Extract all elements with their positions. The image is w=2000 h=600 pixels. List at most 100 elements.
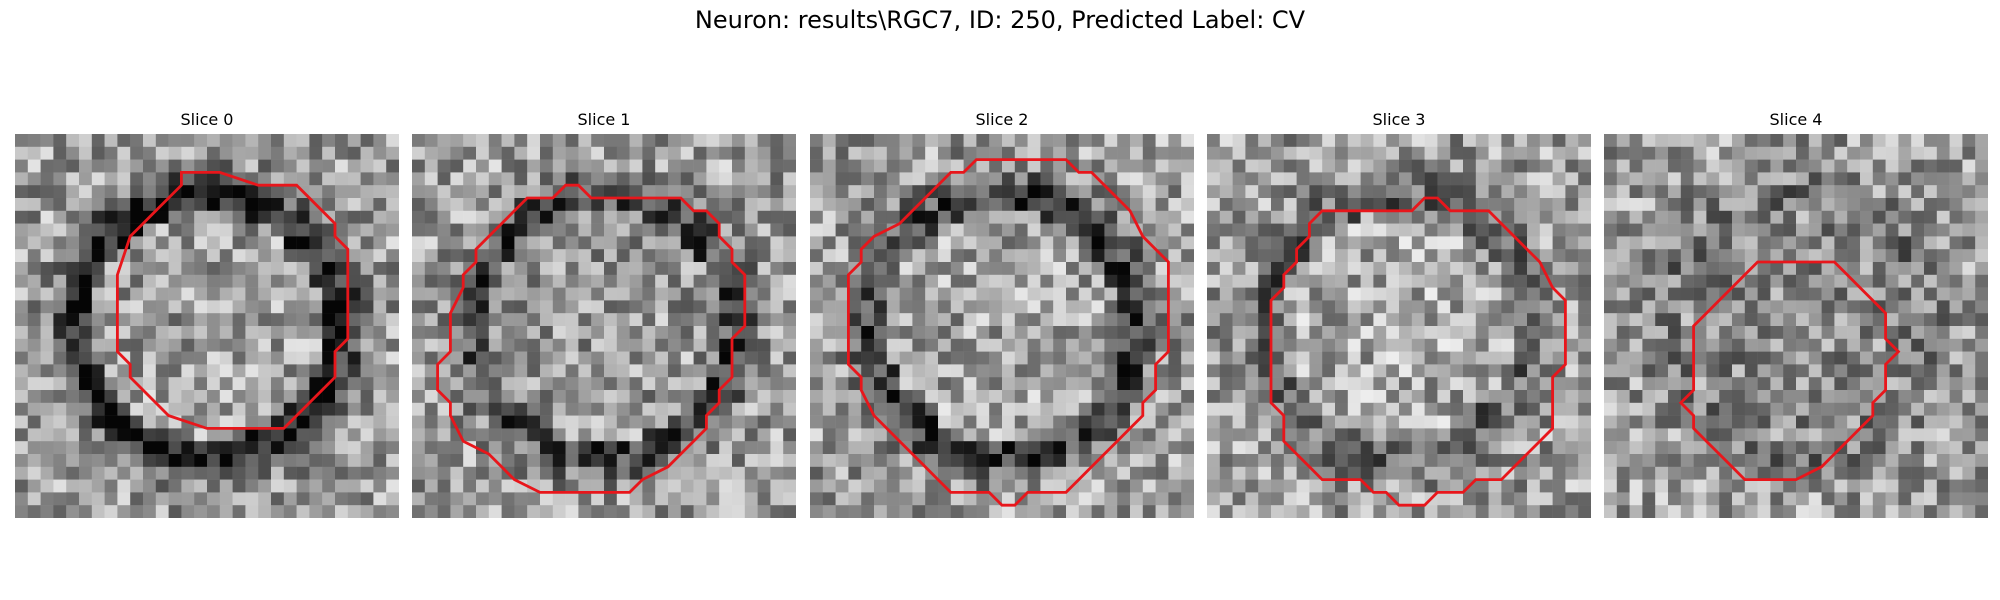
pixel bbox=[886, 415, 900, 429]
pixel bbox=[591, 390, 605, 404]
pixel bbox=[488, 428, 502, 442]
pixel bbox=[1949, 236, 1963, 250]
pixel bbox=[719, 198, 733, 212]
pixel bbox=[335, 390, 349, 404]
pixel bbox=[1885, 402, 1899, 416]
pixel bbox=[810, 223, 824, 237]
pixel bbox=[488, 466, 502, 480]
pixel bbox=[1424, 351, 1438, 365]
pixel bbox=[1527, 262, 1541, 276]
pixel bbox=[104, 326, 118, 340]
pixel bbox=[1258, 262, 1272, 276]
pixel bbox=[1629, 415, 1643, 429]
pixel bbox=[912, 441, 926, 455]
pixel bbox=[450, 134, 464, 148]
pixel bbox=[1142, 210, 1156, 224]
pixel bbox=[668, 415, 682, 429]
pixel bbox=[245, 466, 259, 480]
pixel bbox=[1373, 428, 1387, 442]
pixel bbox=[450, 364, 464, 378]
pixel bbox=[207, 479, 221, 493]
pixel bbox=[1975, 351, 1988, 365]
pixel bbox=[66, 134, 80, 148]
pixel bbox=[1078, 428, 1092, 442]
pixel bbox=[783, 351, 796, 365]
pixel bbox=[1898, 466, 1912, 480]
pixel bbox=[1053, 249, 1067, 263]
pixel bbox=[1962, 326, 1976, 340]
pixel bbox=[706, 364, 720, 378]
pixel bbox=[1053, 466, 1067, 480]
pixel bbox=[91, 505, 105, 518]
pixel bbox=[1309, 338, 1323, 352]
pixel bbox=[360, 274, 374, 288]
pixel bbox=[1898, 172, 1912, 186]
pixel bbox=[1296, 300, 1310, 314]
pixel bbox=[1437, 287, 1451, 301]
pixel bbox=[604, 479, 618, 493]
pixel bbox=[1898, 185, 1912, 199]
pixel bbox=[1207, 338, 1221, 352]
pixel bbox=[296, 172, 310, 186]
pixel bbox=[989, 185, 1003, 199]
pixel bbox=[1488, 146, 1502, 160]
pixel bbox=[1040, 198, 1054, 212]
pixel bbox=[565, 210, 579, 224]
pixel bbox=[899, 466, 913, 480]
pixel bbox=[1283, 159, 1297, 173]
pixel bbox=[706, 466, 720, 480]
pixel bbox=[848, 505, 862, 518]
pixel bbox=[232, 377, 246, 391]
pixel bbox=[1104, 479, 1118, 493]
pixel bbox=[810, 466, 824, 480]
pixel bbox=[309, 236, 323, 250]
pixel bbox=[655, 159, 669, 173]
pixel bbox=[552, 479, 566, 493]
pixel bbox=[1091, 377, 1105, 391]
pixel bbox=[963, 146, 977, 160]
pixel bbox=[1117, 236, 1131, 250]
pixel bbox=[655, 428, 669, 442]
pixel bbox=[1616, 466, 1630, 480]
pixel bbox=[989, 223, 1003, 237]
pixel bbox=[1027, 390, 1041, 404]
pixel bbox=[1668, 505, 1682, 518]
pixel bbox=[1078, 236, 1092, 250]
pixel bbox=[1027, 466, 1041, 480]
pixel bbox=[1885, 159, 1899, 173]
pixel bbox=[1347, 390, 1361, 404]
pixel bbox=[1642, 428, 1656, 442]
pixel bbox=[1168, 146, 1182, 160]
pixel bbox=[463, 210, 477, 224]
pixel bbox=[1744, 223, 1758, 237]
pixel bbox=[912, 146, 926, 160]
pixel bbox=[1924, 428, 1938, 442]
pixel bbox=[527, 351, 541, 365]
pixel bbox=[963, 441, 977, 455]
pixel bbox=[1258, 415, 1272, 429]
pixel bbox=[476, 364, 490, 378]
pixel bbox=[168, 249, 182, 263]
pixel bbox=[1309, 134, 1323, 148]
pixel bbox=[629, 262, 643, 276]
pixel bbox=[757, 505, 771, 518]
pixel bbox=[1744, 492, 1758, 506]
pixel bbox=[232, 441, 246, 455]
pixel bbox=[360, 454, 374, 468]
pixel bbox=[360, 313, 374, 327]
pixel bbox=[1834, 454, 1848, 468]
pixel bbox=[258, 466, 272, 480]
pixel bbox=[245, 300, 259, 314]
pixel bbox=[1655, 402, 1669, 416]
pixel bbox=[1283, 172, 1297, 186]
pixel bbox=[1309, 300, 1323, 314]
pixel bbox=[1821, 505, 1835, 518]
pixel bbox=[732, 146, 746, 160]
pixel bbox=[1258, 172, 1272, 186]
pixel bbox=[899, 479, 913, 493]
pixel bbox=[1949, 428, 1963, 442]
pixel bbox=[1078, 415, 1092, 429]
pixel bbox=[1860, 210, 1874, 224]
pixel bbox=[1117, 249, 1131, 263]
pixel bbox=[1091, 313, 1105, 327]
